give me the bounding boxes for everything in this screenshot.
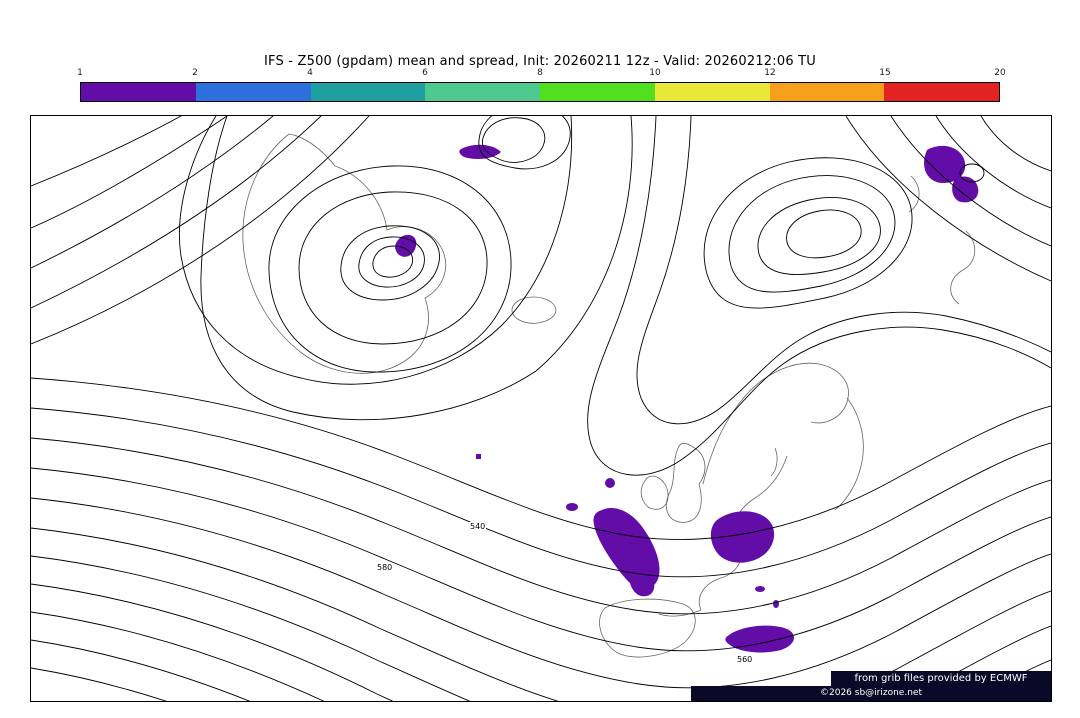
colorbar-tick: 20 <box>994 68 1006 78</box>
colorbar-segments <box>80 82 1000 102</box>
colorbar-segment <box>81 83 196 101</box>
spread-region <box>476 454 481 459</box>
colorbar-tick: 12 <box>764 68 776 78</box>
contour-label-580: 580 <box>376 563 394 572</box>
contour-line <box>703 157 913 309</box>
contour-line <box>31 583 1051 701</box>
contour-line <box>980 116 1051 172</box>
contour-line <box>31 116 370 345</box>
colorbar-tick: 10 <box>649 68 661 78</box>
coastline-scandinavia <box>702 362 864 511</box>
spread-region <box>725 625 794 653</box>
spread-region <box>924 145 966 183</box>
contour-line <box>268 165 512 373</box>
coastline-iceland <box>511 296 557 324</box>
contour-line <box>31 407 1051 578</box>
attribution-line1: from grib files provided by ECMWF <box>831 671 1051 686</box>
colorbar-segment <box>654 83 770 101</box>
attribution-line2: ©2026 sb@irizone.net <box>691 686 1051 701</box>
contour-line <box>478 116 571 170</box>
colorbar-tick: 15 <box>879 68 891 78</box>
contour-label-540: 540 <box>469 522 487 531</box>
colorbar-segment <box>769 83 885 101</box>
contour-lines <box>31 116 1051 701</box>
colorbar-tick: 8 <box>537 68 543 78</box>
contour-line <box>31 639 251 701</box>
contour-line <box>587 116 1051 476</box>
contour-line <box>200 116 633 421</box>
colorbar-tick: 2 <box>192 68 198 78</box>
contour-line <box>890 116 1051 247</box>
contour-line <box>935 116 1051 209</box>
spread-region <box>459 144 501 160</box>
contour-line <box>31 611 325 701</box>
contour-line <box>31 437 1051 615</box>
contour-line <box>786 209 862 259</box>
contour-line <box>636 116 1051 425</box>
colorbar-segment <box>425 83 540 101</box>
contour-line <box>31 116 182 187</box>
chart-title: IFS - Z500 (gpdam) mean and spread, Init… <box>264 54 816 69</box>
spread-region <box>773 600 779 608</box>
colorbar-segment <box>540 83 655 101</box>
spread-region <box>952 176 979 203</box>
contour-line <box>31 116 322 309</box>
map-svg <box>31 116 1051 701</box>
spread-region <box>593 508 660 589</box>
colorbar-segment <box>310 83 426 101</box>
contour-line <box>31 527 1051 701</box>
spread-region <box>629 568 655 597</box>
contour-line <box>757 197 881 275</box>
coastline-ireland <box>640 475 669 510</box>
spread-regions <box>395 144 979 653</box>
spread-region <box>605 478 615 488</box>
attribution: from grib files provided by ECMWF ©2026 … <box>691 671 1051 701</box>
spread-region <box>566 503 578 511</box>
coastlines <box>242 133 976 658</box>
coastline-greenland <box>242 133 447 374</box>
colorbar-tick: 1 <box>77 68 83 78</box>
colorbar-segment <box>884 83 999 101</box>
contour-line <box>31 116 228 229</box>
contour-line <box>31 497 1051 689</box>
contour-line <box>31 667 167 701</box>
contour-line <box>31 467 1051 652</box>
colorbar-ticks: 1 2 4 6 8 10 12 15 20 <box>77 68 1006 82</box>
coastline-iberia <box>599 598 696 658</box>
spread-region <box>755 586 765 592</box>
coastline-uk <box>665 443 706 523</box>
colorbar-tick: 4 <box>307 68 313 78</box>
contour-line <box>298 191 488 345</box>
colorbar-segment <box>195 83 311 101</box>
colorbar-tick: 6 <box>422 68 428 78</box>
contour-line <box>340 225 440 301</box>
contour-line <box>481 117 546 163</box>
contour-line <box>31 116 274 269</box>
contour-line <box>31 377 1051 540</box>
contour-label-560: 560 <box>736 655 754 664</box>
map-panel: 540 580 560 from grib files provided by … <box>30 115 1052 702</box>
contour-line <box>845 116 1051 282</box>
contour-line <box>372 245 414 278</box>
contour-line <box>728 175 896 293</box>
contour-line <box>358 236 425 288</box>
contour-line <box>178 116 573 385</box>
contour-line <box>959 163 985 183</box>
colorbar: 1 2 4 6 8 10 12 15 20 <box>77 68 1006 102</box>
spread-region <box>710 511 775 563</box>
